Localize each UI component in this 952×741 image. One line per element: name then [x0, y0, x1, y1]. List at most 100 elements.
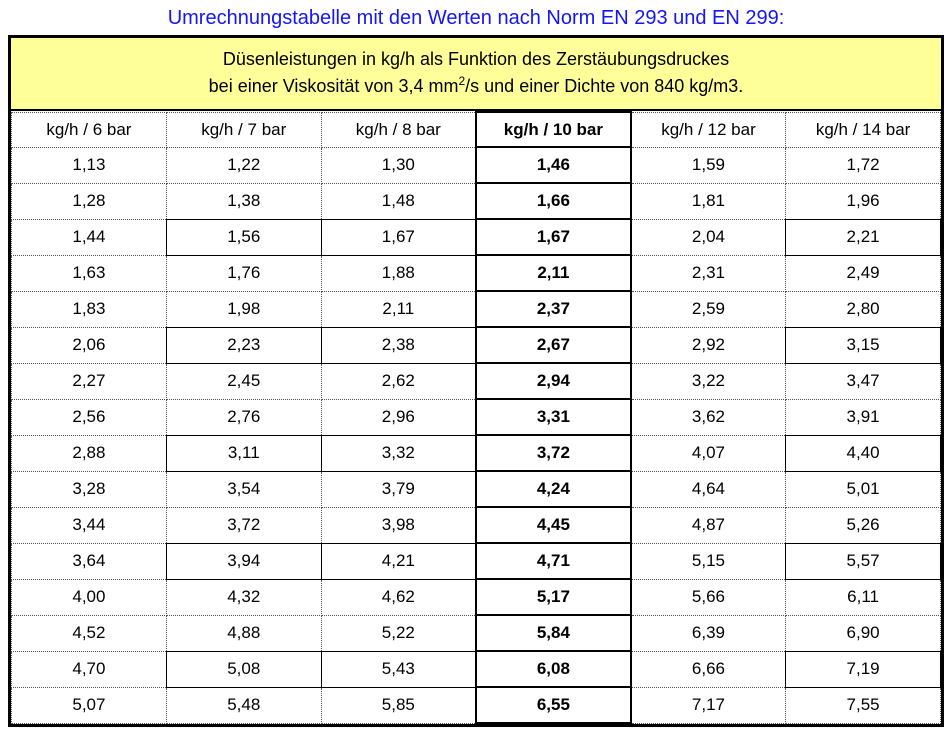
table-cell: 2,21: [785, 218, 941, 256]
table-cell: 2,96: [320, 398, 477, 436]
table-cell: 4,70: [11, 650, 167, 688]
table-cell: 1,59: [630, 146, 787, 184]
table-cell: 1,76: [165, 254, 322, 292]
table-cell: 4,87: [630, 506, 787, 544]
table-row: 1,28 1,38 1,48 1,66 1,81 1,96: [11, 182, 941, 220]
table-cell: 6,55: [474, 686, 632, 724]
table-cell: 3,94: [165, 542, 322, 580]
column-header: kg/h / 7 bar: [165, 111, 322, 148]
column-header-prefix: kg/h /: [815, 119, 863, 139]
column-header-unit: 12 bar: [707, 119, 756, 139]
table-cell: 6,66: [630, 650, 787, 688]
column-header-prefix: kg/h /: [503, 119, 553, 139]
caption-line-2-pre: bei einer Viskosität von 3,4 mm: [208, 76, 459, 96]
table-cell: 2,23: [165, 326, 322, 364]
table-cell: 2,94: [474, 362, 632, 400]
table-row: 2,27 2,45 2,62 2,94 3,22 3,47: [11, 362, 941, 400]
column-header-unit: 6 bar: [92, 119, 132, 139]
caption-line-1: Düsenleistungen in kg/h als Funktion des…: [222, 49, 730, 69]
table-cell: 1,13: [11, 146, 167, 184]
table-cell: 7,17: [630, 686, 787, 724]
table-cell: 5,66: [630, 578, 787, 616]
table-cell: 4,52: [11, 614, 167, 652]
table-cell: 3,62: [630, 398, 787, 436]
table-cell: 2,88: [11, 434, 167, 472]
table-cell: 3,32: [320, 434, 477, 472]
table-cell: 2,27: [11, 362, 167, 400]
table-cell: 2,67: [474, 326, 632, 364]
table-cell: 2,80: [785, 290, 941, 328]
column-header-prefix: kg/h /: [46, 119, 93, 139]
table-cell: 4,32: [165, 578, 322, 616]
table-cell: 2,11: [474, 254, 632, 292]
table-cell: 2,31: [630, 254, 787, 292]
column-header-prefix: kg/h /: [661, 119, 708, 139]
table-cell: 5,48: [165, 686, 322, 724]
table-cell: 2,06: [11, 326, 167, 364]
table-cell: 1,48: [320, 182, 477, 220]
table-row: 4,52 4,88 5,22 5,84 6,39 6,90: [11, 614, 941, 652]
table-cell: 1,22: [165, 146, 322, 184]
table-cell: 1,96: [785, 182, 941, 220]
table-header-row: kg/h / 6 bar kg/h / 7 bar kg/h / 8 bar kg/h…: [11, 111, 941, 148]
table-cell: 1,83: [11, 290, 167, 328]
caption-superscript: 2: [458, 74, 466, 88]
table-cell: 3,64: [11, 542, 167, 580]
table-cell: 1,44: [11, 218, 167, 256]
table-cell: 6,90: [785, 614, 941, 652]
column-header-unit: 8 bar: [402, 119, 441, 139]
table-cell: 3,31: [474, 398, 632, 436]
conversion-table-frame: Düsenleistungen in kg/h als Funktion des…: [8, 35, 944, 727]
table-cell: 2,56: [11, 398, 167, 436]
table-cell: 1,38: [165, 182, 322, 220]
table-cell: 3,72: [165, 506, 322, 544]
table-body: 1,13 1,22 1,30 1,46 1,59 1,72 1,28 1,38 1,48 1,66…: [11, 146, 941, 724]
table-cell: 6,39: [630, 614, 787, 652]
table-cell: 4,07: [630, 434, 787, 472]
table-cell: 1,30: [320, 146, 477, 184]
table-cell: 4,62: [320, 578, 477, 616]
column-header-prefix: kg/h /: [355, 119, 403, 139]
table-cell: 1,98: [165, 290, 322, 328]
table-cell: 1,66: [474, 182, 632, 220]
table-row: 1,44 1,56 1,67 1,67 2,04 2,21: [11, 218, 941, 256]
table-cell: 3,54: [165, 470, 322, 508]
column-header-unit: 14 bar: [862, 119, 911, 139]
table-cell: 5,08: [165, 650, 322, 688]
table-cell: 1,88: [320, 254, 477, 292]
table-cell: 2,76: [165, 398, 322, 436]
table-cell: 4,64: [630, 470, 787, 508]
table-cell: 4,45: [474, 506, 632, 544]
column-header-unit: 7 bar: [247, 119, 287, 139]
table-cell: 4,88: [165, 614, 322, 652]
table-cell: 1,63: [11, 254, 167, 292]
table-cell: 3,44: [11, 506, 167, 544]
table-cell: 2,11: [320, 290, 477, 328]
table-cell: 2,38: [320, 326, 477, 364]
table-cell: 3,47: [785, 362, 941, 400]
table-cell: 4,24: [474, 470, 632, 508]
table-cell: 6,08: [474, 650, 632, 688]
table-row: 4,70 5,08 5,43 6,08 6,66 7,19: [11, 650, 941, 688]
table-cell: 2,04: [630, 218, 787, 256]
table-cell: 1,81: [630, 182, 787, 220]
table-cell: 2,37: [474, 290, 632, 328]
table-caption-banner: Düsenleistungen in kg/h als Funktion des…: [11, 38, 941, 111]
table-row: 2,56 2,76 2,96 3,31 3,62 3,91: [11, 398, 941, 436]
table-row: 2,06 2,23 2,38 2,67 2,92 3,15: [11, 326, 941, 364]
table-cell: 5,26: [785, 506, 941, 544]
table-row: 3,64 3,94 4,21 4,71 5,15 5,57: [11, 542, 941, 580]
caption-line-2: bei einer Viskosität von 3,4 mm2/s und e…: [11, 73, 941, 100]
table-cell: 2,59: [630, 290, 787, 328]
table-row: 1,63 1,76 1,88 2,11 2,31 2,49: [11, 254, 941, 292]
table-cell: 2,45: [165, 362, 322, 400]
table-cell: 1,72: [785, 146, 941, 184]
table-cell: 5,43: [320, 650, 477, 688]
table-row: 4,00 4,32 4,62 5,17 5,66 6,11: [11, 578, 941, 616]
column-header-prefix: kg/h /: [201, 119, 248, 139]
table-cell: 4,00: [11, 578, 167, 616]
table-row: 2,88 3,11 3,32 3,72 4,07 4,40: [11, 434, 941, 472]
table-cell: 5,22: [320, 614, 477, 652]
page-title: Umrechnungstabelle mit den Werten nach N…: [167, 7, 785, 29]
table-cell: 5,07: [11, 686, 167, 724]
